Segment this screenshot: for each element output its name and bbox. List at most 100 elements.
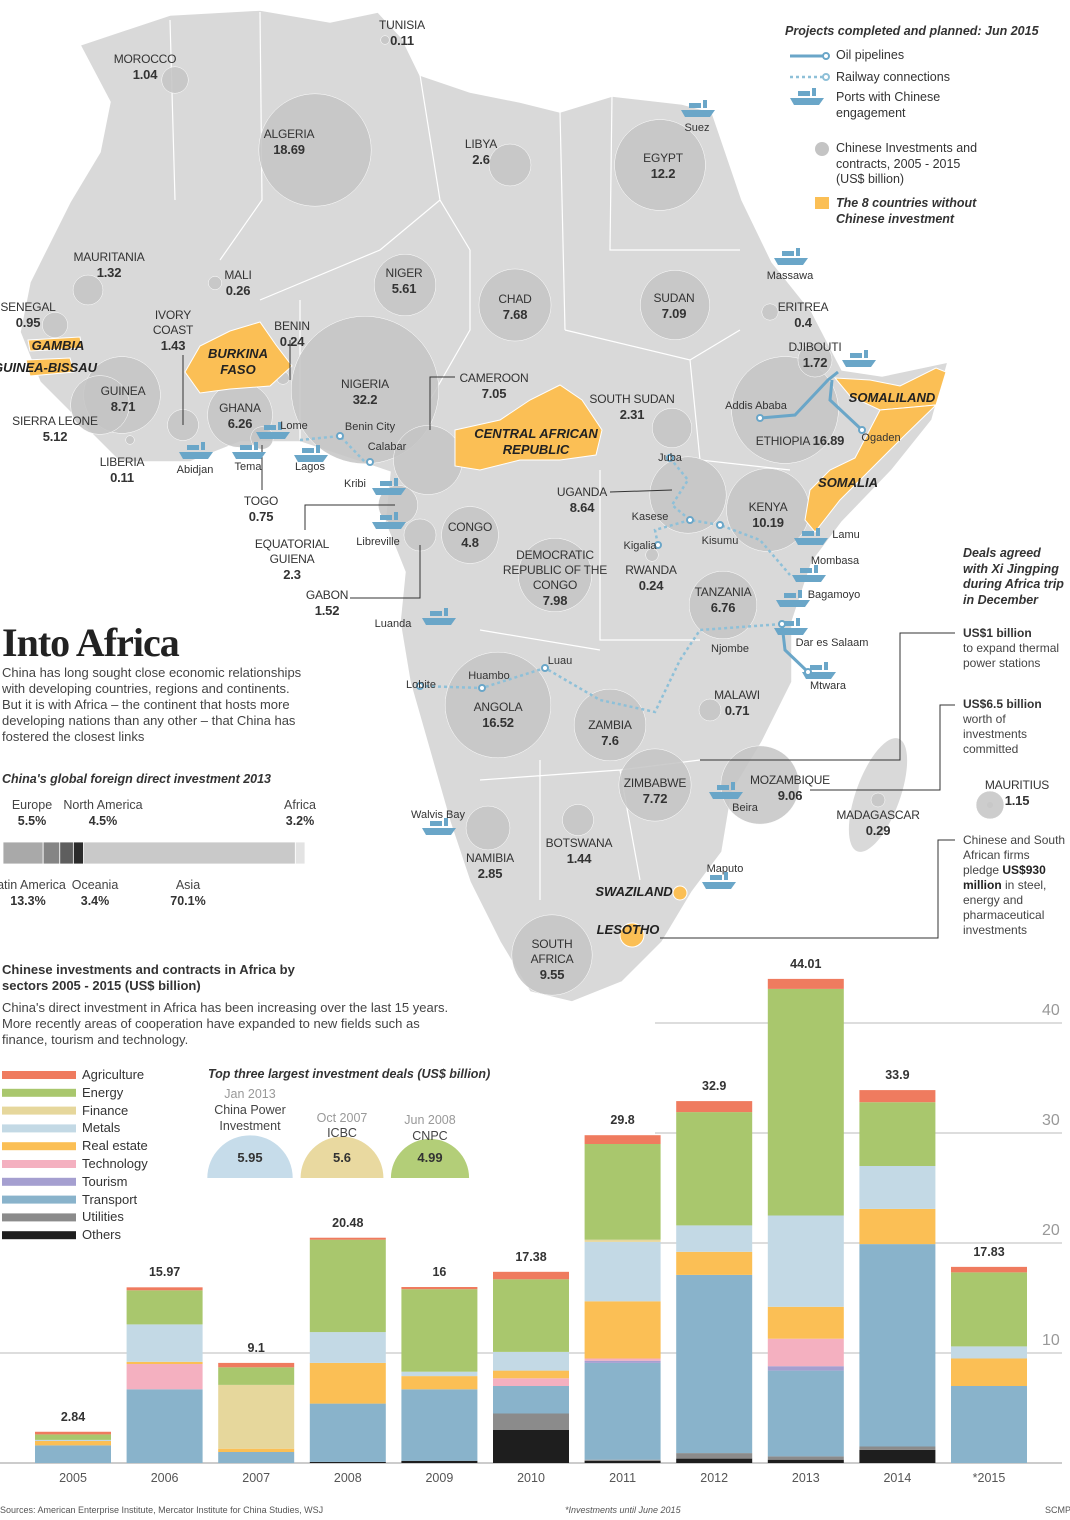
country-name: ETHIOPIA <box>755 434 810 448</box>
bar-segment <box>493 1430 569 1463</box>
total-label: 2.84 <box>60 1409 86 1424</box>
country-label: TOGO 0.75 <box>216 494 306 525</box>
port-label: Mtwara <box>809 680 847 692</box>
xi-title: Deals agreed with Xi Jingping during Afr… <box>963 546 1064 607</box>
no-investment-label: CENTRAL AFRICAN REPUBLIC <box>474 426 598 458</box>
country-value: 7.6 <box>601 733 619 748</box>
bar-segment <box>951 1358 1027 1386</box>
total-label: 15.97 <box>148 1265 181 1280</box>
country-value: 4.8 <box>461 535 479 550</box>
deal-value: 5.95 <box>237 1150 263 1165</box>
country-value: 10.19 <box>752 515 784 530</box>
investment-bubble <box>444 651 552 759</box>
investment-bubble <box>645 548 659 562</box>
investment-bubble <box>797 342 833 378</box>
legend-label: Finance <box>82 1102 129 1118</box>
bar-segment <box>584 1144 661 1240</box>
country-label: UGANDA 8.64 <box>537 485 627 516</box>
bar-segment <box>35 1434 111 1440</box>
no-investment-areas <box>25 321 947 948</box>
investment-bubble <box>731 356 839 464</box>
place-label: Juba <box>658 452 682 464</box>
country-label: EGYPT 12.2 <box>618 151 708 182</box>
country-name: BOTSWANA <box>545 836 613 850</box>
bar-segment <box>309 1362 386 1404</box>
bar-segment <box>584 1135 661 1144</box>
bar-segment <box>951 1386 1027 1463</box>
bar-segment <box>859 1244 936 1447</box>
legend-pipeline-dot <box>822 52 830 60</box>
country-label: EQUATORIAL GUIENA 2.3 <box>250 537 335 583</box>
country-label: TUNISIA 0.11 <box>357 18 447 49</box>
legend-label: Technology <box>82 1156 148 1171</box>
country-value: 0.24 <box>638 578 664 593</box>
country-label: SUDAN 7.09 <box>629 291 719 322</box>
guinea-bissau-shape <box>25 357 75 377</box>
country-value: 0.95 <box>15 315 41 330</box>
deal-semicircle <box>390 1138 470 1178</box>
station <box>366 458 374 466</box>
bar-segment <box>767 1338 844 1367</box>
investment-bubble <box>380 35 390 45</box>
country-label: CAMEROON 7.05 <box>449 371 539 402</box>
bar-segment <box>767 1366 844 1371</box>
legend-label: Energy <box>82 1084 124 1100</box>
leader <box>609 489 673 493</box>
port-icon <box>702 872 736 889</box>
country-name: MAURITANIA <box>73 250 145 264</box>
investment-bubble <box>125 435 135 445</box>
country-value: 12.2 <box>650 166 676 181</box>
bar-segment <box>859 1166 936 1209</box>
gambia-shape <box>27 336 83 352</box>
country-value: 7.05 <box>481 386 507 401</box>
bar-segment <box>584 1362 661 1460</box>
country-value: 7.98 <box>542 593 568 608</box>
port-label: Suez <box>684 122 710 134</box>
burkina-faso-shape <box>184 321 293 394</box>
country-label: DEMOCRATIC REPUBLIC OF THE CONGO 7.98 <box>503 548 608 609</box>
country-name: IVORY COAST <box>152 308 194 337</box>
legend-item: Chinese Investments and contracts, 2005 … <box>836 141 978 187</box>
country-label: CONGO 4.8 <box>425 520 515 551</box>
x-tick-label: 2011 <box>609 1471 637 1485</box>
fdi-value: 3.4% <box>80 893 110 908</box>
bar-segment <box>493 1378 569 1386</box>
port-label: Lagos <box>295 461 325 473</box>
deal-name: CNPC <box>412 1128 448 1143</box>
investment-bubble <box>373 253 437 317</box>
fdi-segment <box>72 841 85 865</box>
bar-segment <box>309 1332 386 1363</box>
country-value: 18.69 <box>273 142 305 157</box>
railway <box>299 434 366 463</box>
deal-value: 5.6 <box>332 1150 352 1165</box>
bar-segment <box>218 1367 295 1385</box>
bar-segment <box>859 1446 936 1450</box>
place-label: Addis Ababa <box>725 400 787 412</box>
station <box>686 516 694 524</box>
bar-segment <box>401 1460 478 1463</box>
investment-bubble <box>975 790 1005 820</box>
investment-bubble <box>488 143 532 187</box>
bubbles <box>42 35 1005 996</box>
bar-segment <box>218 1384 295 1449</box>
y-tick-label: 10 <box>1042 1332 1060 1349</box>
investment-bubble <box>393 425 463 495</box>
bar-segment <box>401 1371 478 1377</box>
bar-segment <box>126 1324 203 1362</box>
port-icon <box>179 442 213 459</box>
country-label: GHANA 6.26 <box>195 401 285 432</box>
total-label: 44.01 <box>790 956 822 971</box>
country-value: 7.72 <box>642 791 668 806</box>
legend-no-investment <box>815 197 829 209</box>
country-value: 0.24 <box>279 334 305 349</box>
no-investment-label: GUINEA-BISSAU <box>0 360 98 375</box>
country-name: ZAMBIA <box>588 718 632 732</box>
car-shape <box>454 384 603 471</box>
fdi-name: Latin America <box>0 878 66 892</box>
deal-value: 4.99 <box>417 1150 443 1165</box>
xi-deal-amount: US$1 billion <box>963 626 1032 640</box>
port-label: Bagamoyo <box>807 589 861 601</box>
